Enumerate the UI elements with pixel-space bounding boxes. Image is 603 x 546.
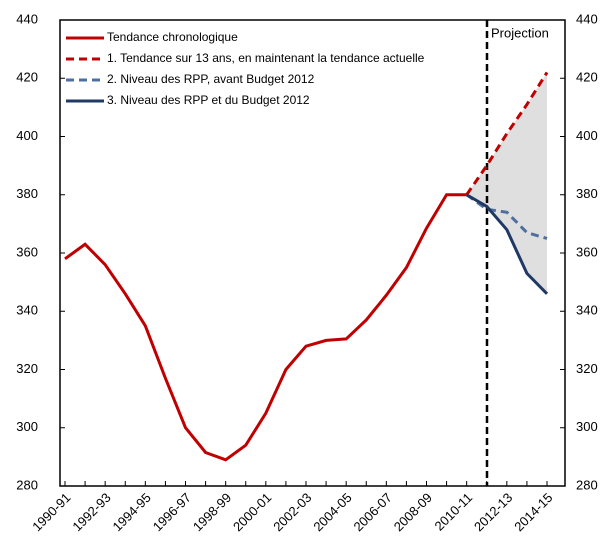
x-tick-label: 1996-97: [150, 490, 194, 534]
y-tick-label: 420: [16, 70, 38, 85]
series-line: [465, 193, 548, 240]
plot-frame: [59, 19, 566, 487]
y-tick-label: 320: [16, 361, 38, 376]
series-line: [64, 193, 467, 462]
x-tick-label: 2014-15: [511, 490, 555, 534]
y-tick-label: 440: [16, 11, 38, 26]
y-tick-label: 380: [16, 186, 38, 201]
legend-label: 2. Niveau des RPP, avant Budget 2012: [107, 72, 315, 86]
y2-tick-label: 280: [576, 477, 598, 492]
legend-label: 3. Niveau des RPP et du Budget 2012: [107, 93, 310, 107]
y2-tick-label: 300: [576, 419, 598, 434]
y2-tick-label: 440: [576, 11, 598, 26]
x-tick-label: 2004-05: [310, 490, 354, 534]
y2-tick-label: 400: [576, 128, 598, 143]
y-tick-label: 400: [16, 128, 38, 143]
legend-label: 1. Tendance sur 13 ans, en maintenant la…: [107, 51, 425, 65]
x-tick-label: 1998-99: [190, 490, 234, 534]
projection-range: [466, 72, 547, 294]
y-tick-label: 280: [16, 477, 38, 492]
y2-tick-label: 340: [576, 303, 598, 318]
x-tick-label: 1992-93: [69, 490, 113, 534]
legend-label: Tendance chronologique: [107, 30, 238, 44]
x-tick-label: 1990-91: [29, 490, 73, 534]
x-tick-label: 2000-01: [230, 490, 274, 534]
y2-tick-label: 420: [576, 70, 598, 85]
x-tick-label: 2010-11: [432, 490, 476, 534]
x-tick-label: 1994-95: [110, 490, 154, 534]
y2-tick-label: 320: [576, 361, 598, 376]
x-tick-label: 2002-03: [270, 490, 314, 534]
x-tick-label: 2012-13: [471, 490, 515, 534]
projection-label: Projection: [491, 25, 549, 40]
series-line: [465, 193, 549, 295]
x-tick-label: 2008-09: [391, 490, 435, 534]
y-tick-label: 340: [16, 303, 38, 318]
y2-tick-label: 380: [576, 186, 598, 201]
y-tick-label: 300: [16, 419, 38, 434]
x-tick-label: 2006-07: [351, 490, 395, 534]
y2-tick-label: 360: [576, 244, 598, 259]
y-tick-label: 360: [16, 244, 38, 259]
series-line: [465, 71, 549, 196]
